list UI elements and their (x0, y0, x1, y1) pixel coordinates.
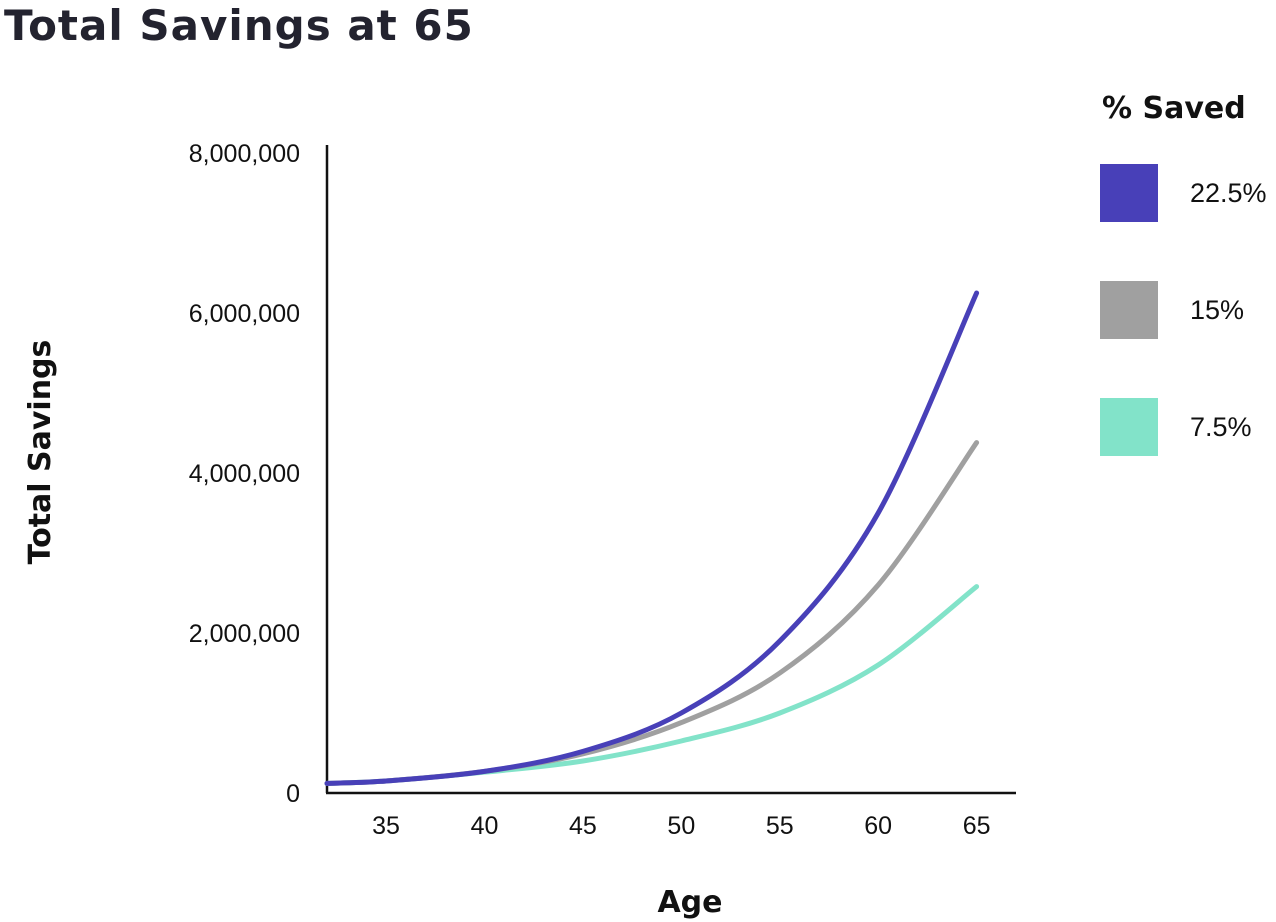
legend-swatch (1100, 281, 1158, 339)
y-tick-label: 2,000,000 (189, 620, 300, 648)
y-tick-label: 6,000,000 (189, 300, 300, 328)
x-tick-label: 65 (963, 812, 991, 840)
x-axis-ticks: 35 40 45 50 55 60 65 (372, 812, 990, 840)
chart-title: Total Savings at 65 (4, 1, 474, 50)
y-axis-label: Total Savings (23, 340, 58, 565)
legend-label: 7.5% (1190, 412, 1252, 442)
series-line-15- (324, 440, 980, 786)
y-tick-label: 8,000,000 (189, 140, 300, 168)
legend-swatch (1100, 398, 1158, 456)
y-axis-ticks: 0 2,000,000 4,000,000 6,000,000 8,000,000 (189, 140, 300, 808)
x-tick-label: 45 (569, 812, 597, 840)
series-line-7-5- (324, 584, 980, 786)
legend-title: % Saved (1102, 91, 1246, 126)
series-line-22-5- (324, 290, 980, 786)
x-tick-label: 55 (766, 812, 794, 840)
series-lines (324, 290, 980, 786)
x-axis-label: Age (657, 885, 722, 920)
legend-swatch (1100, 164, 1158, 222)
x-tick-label: 35 (372, 812, 400, 840)
x-tick-label: 40 (471, 812, 499, 840)
y-tick-label: 0 (286, 780, 300, 808)
legend-label: 22.5% (1190, 178, 1267, 208)
legend: % Saved 22.5% 15% 7.5% (1100, 91, 1267, 456)
legend-label: 15% (1190, 295, 1244, 325)
x-tick-label: 60 (864, 812, 892, 840)
y-tick-label: 4,000,000 (189, 460, 300, 488)
x-tick-label: 50 (667, 812, 695, 840)
